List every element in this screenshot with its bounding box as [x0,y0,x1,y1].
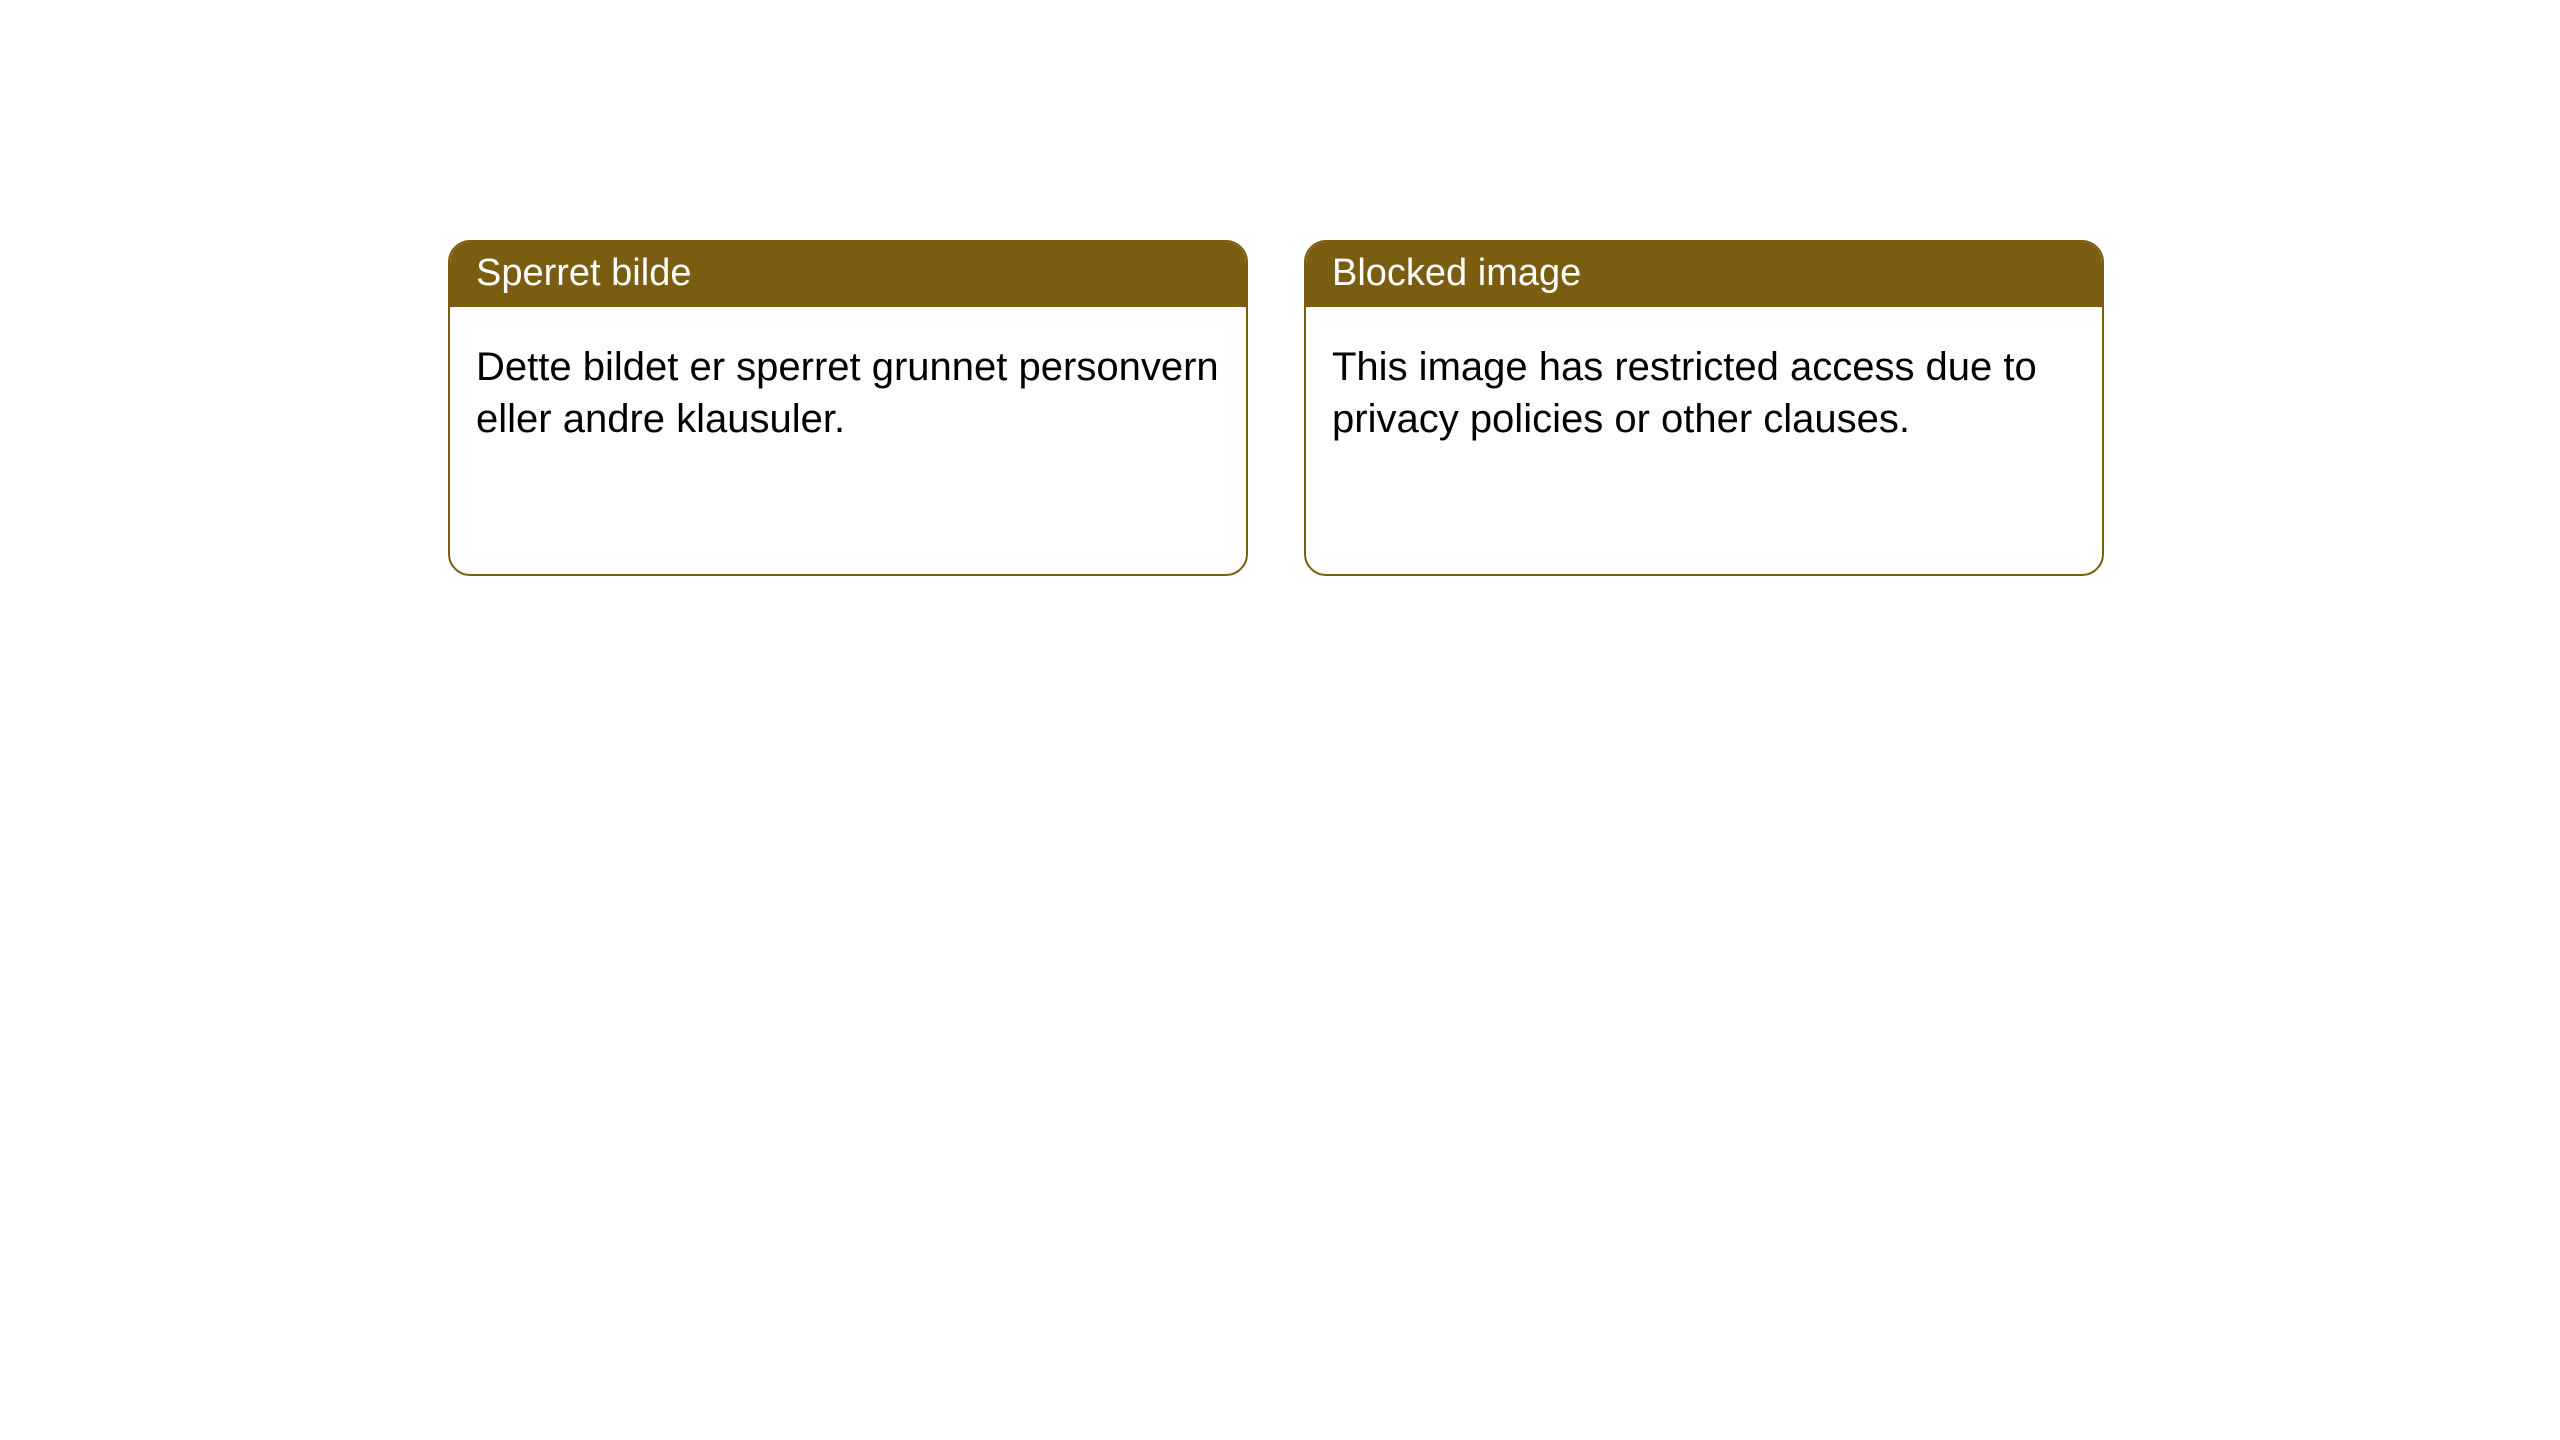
notice-body-english: This image has restricted access due to … [1306,307,2102,479]
notice-card-english: Blocked image This image has restricted … [1304,240,2104,576]
notice-card-norwegian: Sperret bilde Dette bildet er sperret gr… [448,240,1248,576]
notice-header-norwegian: Sperret bilde [450,242,1246,307]
notice-header-english: Blocked image [1306,242,2102,307]
notice-container: Sperret bilde Dette bildet er sperret gr… [448,240,2104,576]
notice-body-norwegian: Dette bildet er sperret grunnet personve… [450,307,1246,479]
